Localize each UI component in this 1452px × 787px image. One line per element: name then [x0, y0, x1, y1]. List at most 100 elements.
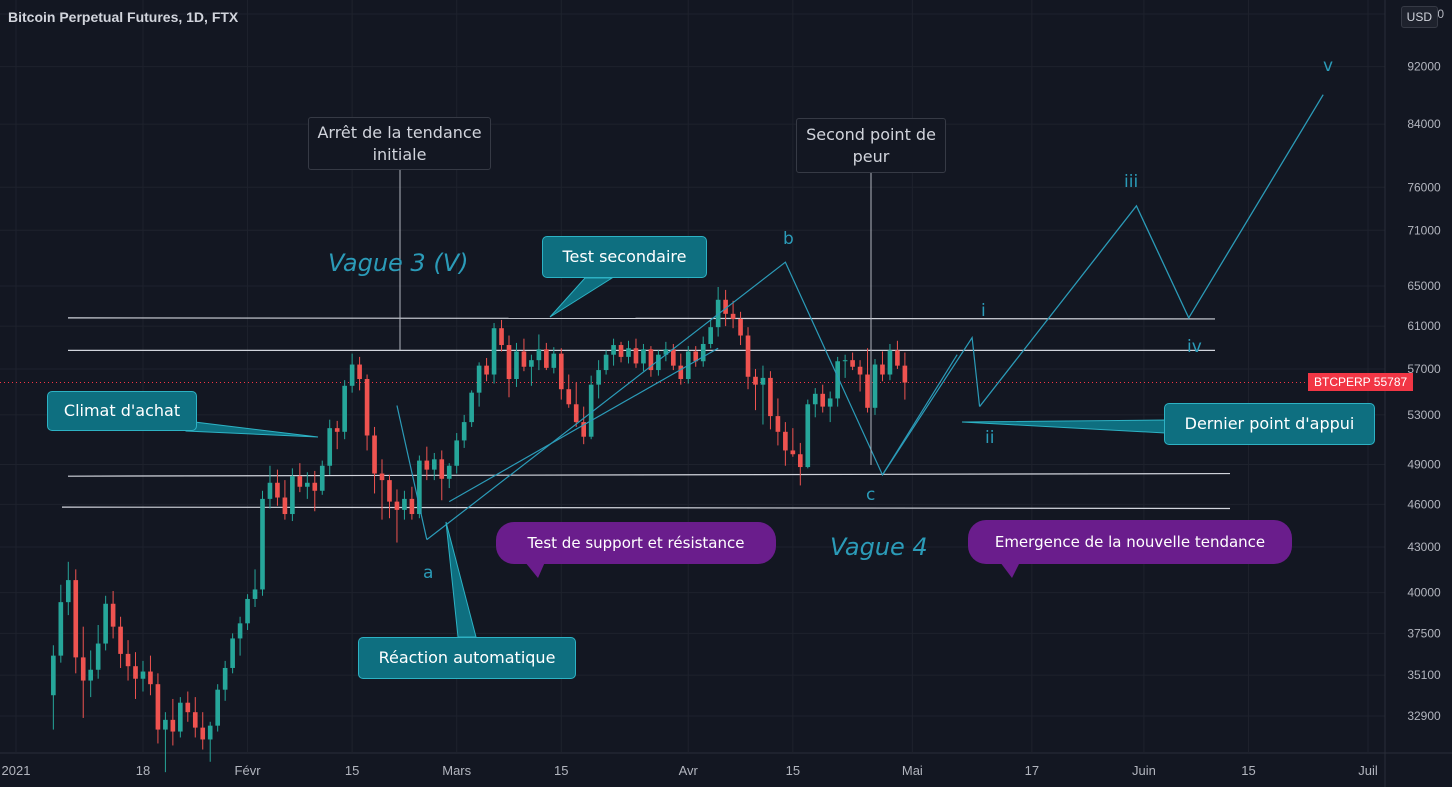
y-tick-label: 43000 — [1407, 540, 1441, 554]
candle-body — [708, 327, 713, 344]
callout-second: Second point de peur — [796, 118, 946, 173]
pointer-test-secondaire — [549, 277, 614, 318]
candle-body — [611, 345, 616, 355]
candle-body — [73, 580, 79, 658]
wave-point-iii: iii — [1124, 172, 1139, 192]
candle-body — [648, 349, 654, 371]
x-tick-label: 15 — [786, 763, 800, 778]
y-tick-label: 37500 — [1407, 626, 1441, 640]
wave-point-c: c — [866, 485, 876, 505]
candle-body — [304, 482, 310, 487]
candle-body — [245, 598, 250, 624]
candle-body — [626, 348, 631, 357]
candle-body — [387, 480, 392, 502]
x-tick-label: 15 — [554, 763, 568, 778]
candle-body — [290, 476, 295, 515]
candle-body — [170, 719, 176, 732]
candle-body — [327, 428, 333, 466]
candle-body — [394, 501, 400, 510]
candle-body — [902, 365, 908, 383]
y-tick-label: 84000 — [1407, 117, 1441, 131]
label-vague4: Vague 4 — [830, 533, 928, 561]
candle-body — [476, 365, 482, 393]
candle-body — [80, 657, 86, 681]
candle-body — [865, 374, 870, 408]
callout-dernier: Dernier point d'appui — [1164, 403, 1375, 445]
candle-body — [178, 702, 183, 732]
currency-selector[interactable]: USD — [1400, 6, 1438, 28]
candle-body — [842, 360, 848, 362]
candle-body — [110, 603, 116, 627]
pointer-test-support — [525, 562, 545, 578]
x-tick-label: Mai — [902, 763, 923, 778]
candle-body — [678, 365, 684, 380]
candle-body — [723, 299, 728, 314]
candle-body — [342, 385, 347, 432]
candle-body — [529, 360, 534, 367]
x-tick-label: Juin — [1132, 763, 1156, 778]
candle-body — [895, 350, 900, 366]
candle-body — [857, 366, 863, 375]
wave-point-b: b — [783, 229, 794, 249]
candle-body — [454, 440, 460, 466]
candle-body — [768, 377, 773, 417]
wave-lines — [396, 94, 1324, 541]
candle-body — [656, 354, 661, 371]
candle-body — [118, 626, 123, 654]
candle-body — [103, 603, 108, 644]
candle-body — [409, 498, 415, 515]
callout-climat: Climat d'achat — [47, 391, 197, 431]
candle-body — [357, 364, 362, 380]
y-tick-label: 61000 — [1407, 319, 1441, 333]
candle-body — [431, 459, 437, 470]
callout-reaction: Réaction automatique — [358, 637, 576, 679]
candle-body — [319, 465, 325, 491]
candle-body — [521, 351, 527, 367]
candle-body — [880, 364, 885, 375]
candle-body — [820, 393, 826, 407]
candle-body — [573, 404, 579, 423]
projection-line — [979, 94, 1324, 408]
candle-body — [379, 473, 385, 481]
horizontal-level-line — [67, 317, 1216, 320]
x-tick-label: 17 — [1025, 763, 1039, 778]
candle-body — [417, 460, 422, 515]
candle-body — [312, 482, 318, 491]
candle-body — [148, 671, 153, 685]
y-tick-label: 40000 — [1407, 586, 1441, 600]
candle-body — [125, 653, 131, 667]
candle-body — [558, 353, 564, 390]
candle-body — [514, 351, 519, 380]
candle-body — [349, 364, 355, 386]
candle-body — [850, 360, 855, 367]
candle-body — [753, 376, 758, 385]
x-tick-label: 15 — [1241, 763, 1255, 778]
y-axis-labels: 1000009200084000760007100065000610005700… — [1404, 7, 1444, 723]
candle-body — [58, 602, 64, 656]
candle-body — [222, 667, 228, 690]
candle-body — [499, 328, 504, 346]
candle-body — [364, 379, 370, 436]
label-vague3: Vague 3 (V) — [328, 249, 469, 277]
candle-body — [207, 725, 213, 740]
candle-body — [192, 712, 198, 728]
candle-body — [230, 638, 235, 668]
candle-body — [663, 349, 669, 355]
candle-body — [603, 354, 609, 371]
wave-point-a: a — [423, 563, 434, 583]
callout-connectors — [185, 170, 1166, 638]
candle-body — [65, 580, 71, 603]
candle-body — [334, 428, 340, 432]
candle-body — [51, 655, 56, 696]
y-tick-label: 57000 — [1407, 362, 1441, 376]
candle-body — [551, 353, 557, 368]
candle-body — [297, 476, 303, 487]
candle-body — [596, 370, 601, 385]
candle-body — [260, 498, 265, 590]
wave-line-a-entry — [396, 405, 428, 540]
x-tick-label: Févr — [235, 763, 262, 778]
candle-body — [163, 719, 168, 730]
callout-arret: Arrêt de la tendance initiale — [308, 117, 491, 170]
